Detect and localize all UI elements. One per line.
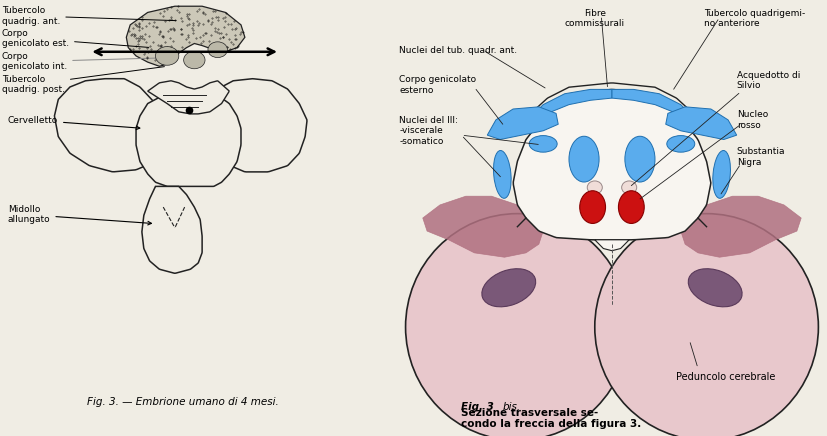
Text: Substantia
Nigra: Substantia Nigra [737, 147, 785, 167]
Text: Tubercolo
quadrig. ant.: Tubercolo quadrig. ant. [2, 6, 176, 26]
Text: Midollo
allungato: Midollo allungato [7, 205, 151, 225]
Polygon shape [148, 81, 229, 114]
Polygon shape [666, 107, 737, 140]
Text: Cervelletto: Cervelletto [7, 116, 140, 129]
Text: Corpo
genicolato est.: Corpo genicolato est. [2, 29, 149, 48]
Ellipse shape [667, 136, 695, 152]
Polygon shape [612, 89, 694, 126]
Polygon shape [487, 107, 558, 140]
Text: Corpo genicolato
esterno: Corpo genicolato esterno [399, 75, 476, 95]
Text: Nucleo
rosso: Nucleo rosso [737, 110, 768, 129]
Polygon shape [530, 89, 612, 126]
Polygon shape [595, 240, 629, 251]
Ellipse shape [494, 150, 511, 198]
Text: Sezione trasversale se-
condo la freccia della figura 3.: Sezione trasversale se- condo la freccia… [461, 408, 642, 429]
Text: bis.: bis. [502, 402, 520, 412]
Polygon shape [136, 91, 241, 186]
Ellipse shape [405, 214, 629, 436]
Text: Fig. 3: Fig. 3 [461, 402, 498, 412]
Ellipse shape [155, 47, 179, 65]
Polygon shape [210, 79, 307, 172]
Ellipse shape [208, 42, 227, 58]
Polygon shape [142, 186, 202, 273]
Text: Tubercolo
quadrig. post.: Tubercolo quadrig. post. [2, 67, 165, 94]
Ellipse shape [580, 191, 605, 223]
Polygon shape [127, 6, 245, 66]
Polygon shape [55, 78, 171, 172]
Text: Corpo
genicolato int.: Corpo genicolato int. [2, 52, 156, 71]
Ellipse shape [569, 136, 599, 182]
Text: Fig. 3. — Embrione umano di 4 mesi.: Fig. 3. — Embrione umano di 4 mesi. [87, 397, 279, 407]
Text: Acquedotto di
Silvio: Acquedotto di Silvio [737, 71, 800, 90]
Ellipse shape [595, 214, 819, 436]
Ellipse shape [529, 136, 557, 152]
Ellipse shape [619, 191, 644, 223]
Ellipse shape [587, 181, 602, 194]
Ellipse shape [622, 181, 637, 194]
Text: Tubercolo quadrigemi-
no anteriore: Tubercolo quadrigemi- no anteriore [705, 9, 805, 28]
Ellipse shape [482, 269, 536, 307]
Ellipse shape [625, 136, 655, 182]
Text: Fibre
commissurali: Fibre commissurali [565, 9, 625, 28]
Ellipse shape [688, 269, 742, 307]
Polygon shape [514, 89, 711, 240]
Text: Nuclei del III:
-viscerale
-somatico: Nuclei del III: -viscerale -somatico [399, 116, 458, 146]
Text: Nuclei del tub. quadr. ant.: Nuclei del tub. quadr. ant. [399, 46, 517, 54]
Ellipse shape [184, 51, 205, 69]
Polygon shape [681, 196, 801, 257]
Polygon shape [423, 196, 543, 257]
Ellipse shape [713, 150, 730, 198]
Text: Peduncolo cerebrale: Peduncolo cerebrale [676, 372, 776, 382]
